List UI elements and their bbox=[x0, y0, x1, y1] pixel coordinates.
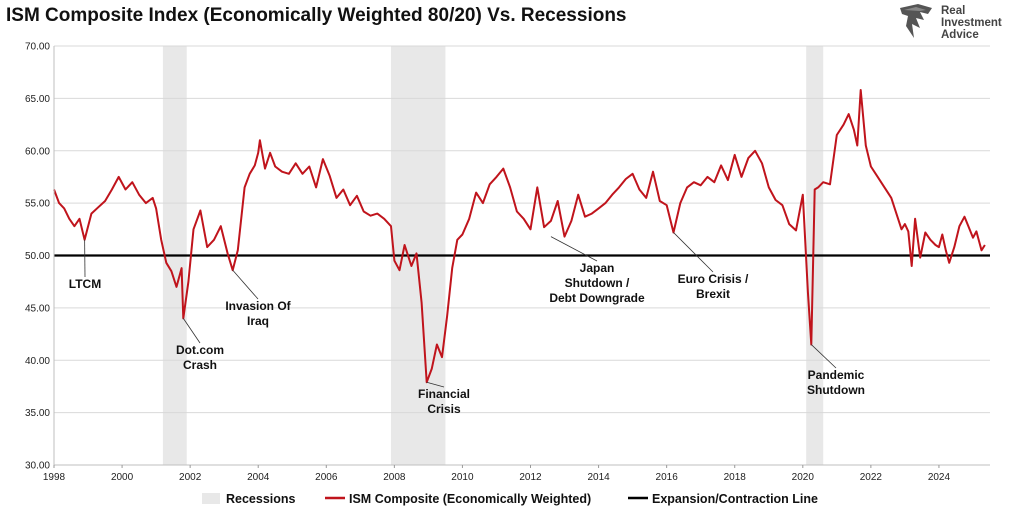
legend-swatch-recessions bbox=[202, 493, 220, 504]
brand-logo: Real Investment Advice bbox=[898, 2, 1008, 42]
y-tick-label: 65.00 bbox=[25, 94, 50, 105]
x-tick-label: 2000 bbox=[111, 472, 134, 483]
series-group bbox=[53, 89, 986, 384]
y-tick-label: 60.00 bbox=[25, 146, 50, 157]
annotation-label: Iraq bbox=[247, 314, 269, 328]
annotation-label: Crash bbox=[183, 358, 217, 372]
annotation-label: Debt Downgrade bbox=[549, 291, 645, 305]
logo-line-3: Advice bbox=[941, 29, 979, 41]
x-tick-label: 2004 bbox=[247, 472, 270, 483]
annotation-label: Crisis bbox=[427, 402, 461, 416]
annotation-leader bbox=[232, 269, 259, 300]
x-tick-label: 2006 bbox=[315, 472, 338, 483]
y-tick-label: 35.00 bbox=[25, 408, 50, 419]
eagle-logo-icon bbox=[900, 4, 932, 38]
axes: 30.00 35.00 40.00 45.00 50.00 55.00 60.00 65.00… bbox=[25, 42, 990, 483]
chart-title: ISM Composite Index (Economically Weight… bbox=[6, 5, 627, 26]
annotation-label: Shutdown / bbox=[565, 276, 630, 290]
annotation-label: Invasion Of bbox=[225, 299, 291, 313]
annotation-label: Financial bbox=[418, 387, 470, 401]
x-tick-label: 2020 bbox=[792, 472, 815, 483]
x-tick-label: 2002 bbox=[179, 472, 202, 483]
x-tick-label: 2014 bbox=[587, 472, 610, 483]
annotation-leader bbox=[673, 232, 714, 273]
annotation-leader bbox=[550, 236, 598, 262]
y-tick-label: 70.00 bbox=[25, 42, 50, 53]
annotation-leader bbox=[811, 344, 837, 369]
y-tick-label: 45.00 bbox=[25, 303, 50, 314]
annotation-label: Japan bbox=[580, 261, 615, 275]
annotation-label: Euro Crisis / bbox=[678, 272, 749, 286]
x-tick-label: 2022 bbox=[860, 472, 883, 483]
y-tick-label: 50.00 bbox=[25, 251, 50, 262]
legend-label-recessions: Recessions bbox=[226, 492, 296, 506]
y-tick-label: 30.00 bbox=[25, 461, 50, 472]
x-tick-label: 2016 bbox=[656, 472, 679, 483]
annotation-label: Brexit bbox=[696, 287, 730, 301]
annotation-leader bbox=[426, 381, 445, 388]
annotation-label: LTCM bbox=[69, 277, 101, 291]
annotation-label: Shutdown bbox=[807, 383, 865, 397]
annotation-leader bbox=[183, 318, 201, 344]
logo-line-2: Investment bbox=[941, 17, 1002, 29]
ism-composite-series-line bbox=[53, 89, 986, 384]
legend-label-expansion: Expansion/Contraction Line bbox=[652, 492, 818, 506]
x-tick-label: 2012 bbox=[519, 472, 542, 483]
legend: Recessions ISM Composite (Economically We… bbox=[202, 492, 818, 506]
logo-line-1: Real bbox=[941, 5, 966, 17]
x-tick-label: 2024 bbox=[928, 472, 951, 483]
annotation-label: Dot.com bbox=[176, 343, 224, 357]
x-tick-label: 2010 bbox=[451, 472, 474, 483]
y-tick-label: 55.00 bbox=[25, 199, 50, 210]
y-tick-label: 40.00 bbox=[25, 356, 50, 367]
legend-label-ism: ISM Composite (Economically Weighted) bbox=[349, 492, 591, 506]
x-tick-label: 1998 bbox=[43, 472, 66, 483]
annotation-label: Pandemic bbox=[808, 368, 865, 382]
x-tick-label: 2018 bbox=[724, 472, 747, 483]
x-tick-label: 2008 bbox=[383, 472, 406, 483]
logo-text: Real Investment Advice bbox=[941, 5, 1002, 41]
